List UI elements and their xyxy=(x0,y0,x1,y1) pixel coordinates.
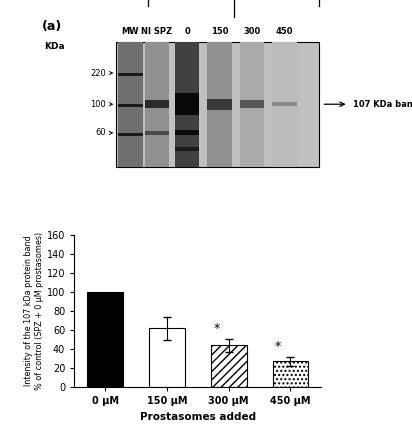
Text: 150: 150 xyxy=(211,27,228,37)
Bar xyxy=(149,328,185,387)
Bar xyxy=(240,100,264,108)
Text: 0: 0 xyxy=(184,27,190,37)
Bar xyxy=(118,73,143,76)
Bar xyxy=(175,42,199,167)
Bar xyxy=(145,42,169,167)
Text: NI SPZ: NI SPZ xyxy=(141,27,172,37)
Text: *: * xyxy=(213,322,220,335)
Bar xyxy=(240,42,264,167)
Text: KDa: KDa xyxy=(44,42,65,51)
Text: 220: 220 xyxy=(91,69,106,77)
Bar xyxy=(116,42,319,167)
Bar xyxy=(273,362,308,387)
Bar xyxy=(272,42,297,167)
Text: 450: 450 xyxy=(276,27,293,37)
Bar xyxy=(145,100,169,108)
Bar xyxy=(272,103,297,106)
Bar xyxy=(118,42,143,167)
Text: 60: 60 xyxy=(96,128,106,137)
Text: 107 KDa band: 107 KDa band xyxy=(353,100,412,109)
Bar xyxy=(118,104,143,107)
Y-axis label: Intensity of the 107 kDa protein band
% of control (SPZ + 0 μM prostasomes): Intensity of the 107 kDa protein band % … xyxy=(24,232,44,390)
Bar xyxy=(145,131,169,135)
Text: 300: 300 xyxy=(243,27,261,37)
Text: 100: 100 xyxy=(91,100,106,109)
Text: *: * xyxy=(275,340,281,353)
Bar xyxy=(211,345,246,387)
Bar xyxy=(207,99,232,110)
Bar xyxy=(118,133,143,136)
X-axis label: Prostasomes added: Prostasomes added xyxy=(140,412,256,422)
Bar xyxy=(87,292,123,387)
Bar xyxy=(175,93,199,115)
Bar xyxy=(175,131,199,136)
Bar xyxy=(175,147,199,151)
Text: MW: MW xyxy=(122,27,139,37)
Bar xyxy=(207,42,232,167)
Text: (a): (a) xyxy=(42,20,62,33)
